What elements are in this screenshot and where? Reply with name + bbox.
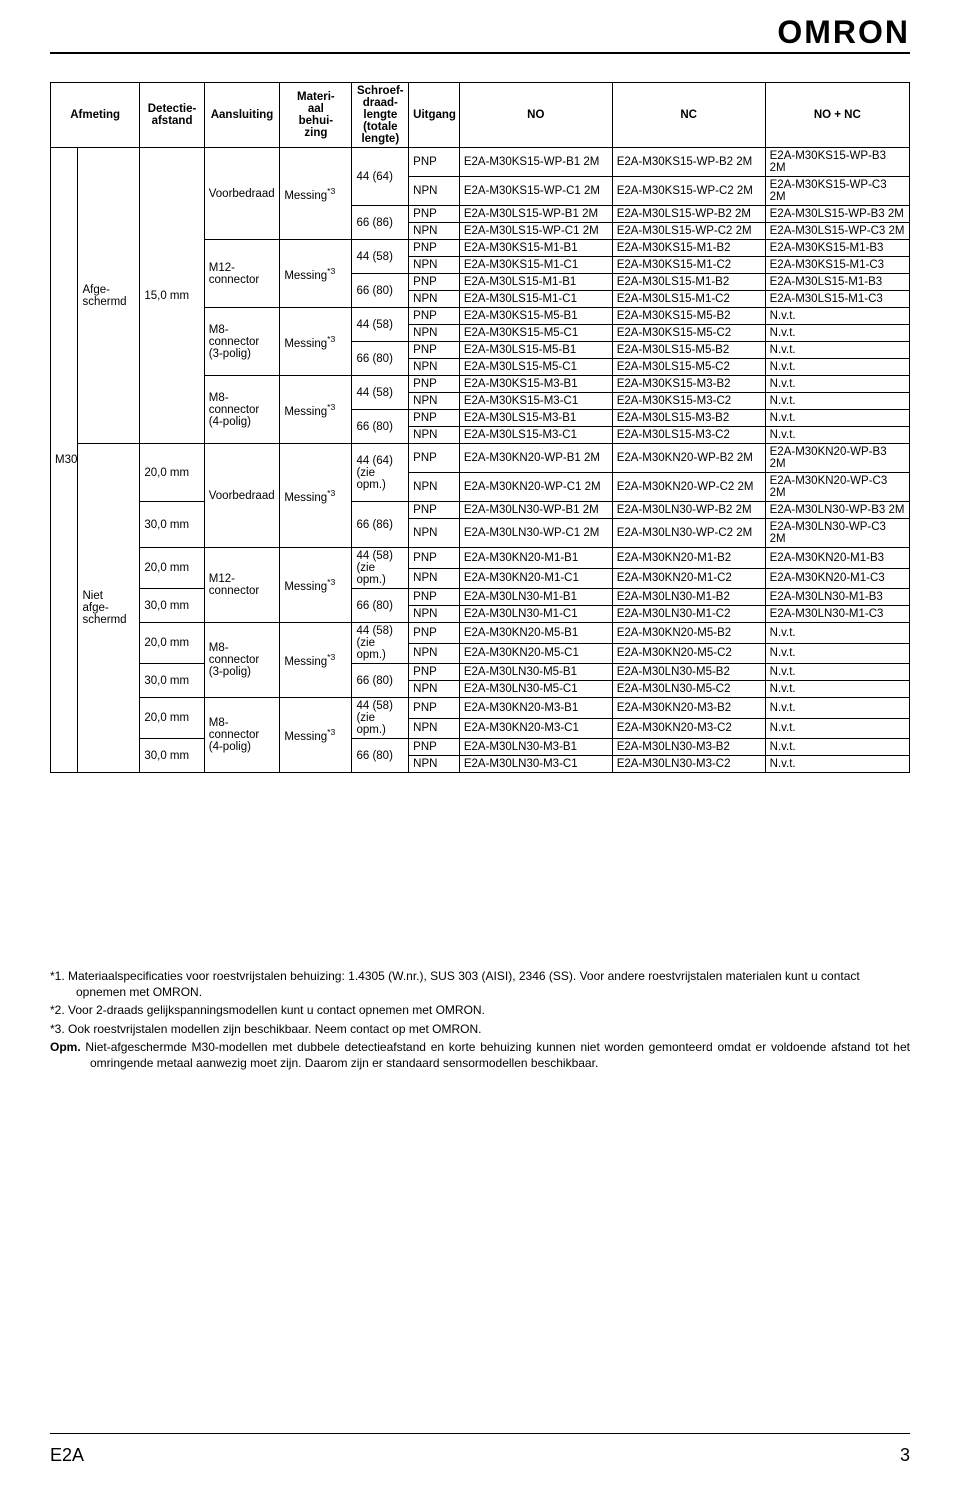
footer-model: E2A xyxy=(50,1445,84,1466)
note-opm: Opm. Niet-afgeschermde M30-modellen met … xyxy=(50,1039,910,1071)
note-1: *1. Materiaalspecificaties voor roestvri… xyxy=(50,968,910,1000)
spec-table-wrap: AfmetingDetectie-afstandAansluitingMater… xyxy=(50,82,910,773)
header-rule xyxy=(50,52,910,54)
footer-rule xyxy=(50,1433,910,1434)
brand-logo: OMRON xyxy=(777,14,910,51)
footer-page: 3 xyxy=(900,1445,910,1466)
note-2: *2. Voor 2-draads gelijkspanningsmodelle… xyxy=(50,1002,910,1018)
spec-table: AfmetingDetectie-afstandAansluitingMater… xyxy=(50,82,910,773)
note-3: *3. Ook roestvrijstalen modellen zijn be… xyxy=(50,1021,910,1037)
footnotes: *1. Materiaalspecificaties voor roestvri… xyxy=(50,968,910,1073)
